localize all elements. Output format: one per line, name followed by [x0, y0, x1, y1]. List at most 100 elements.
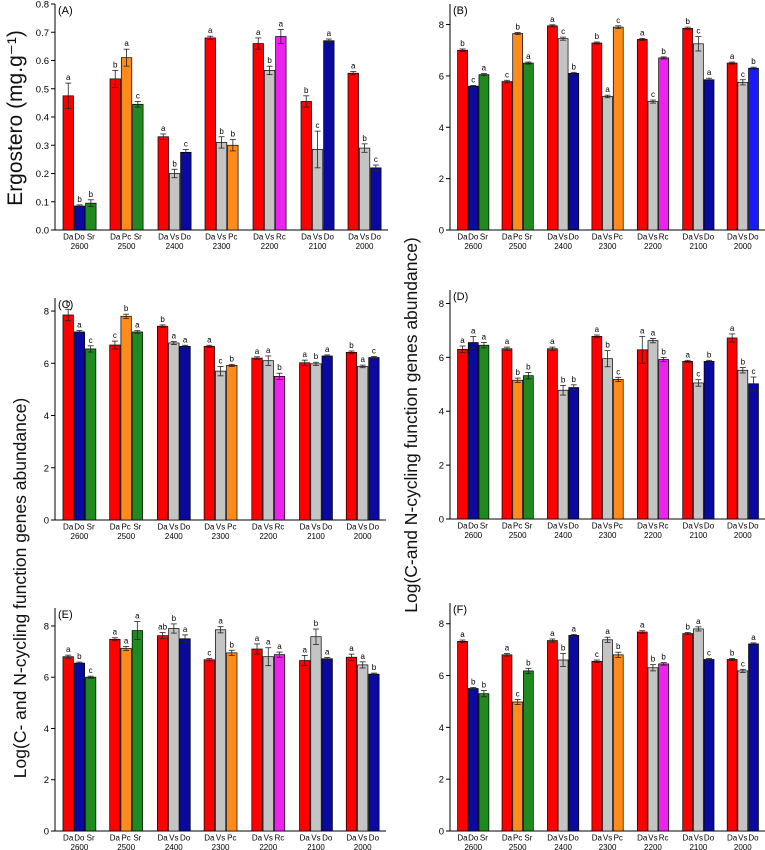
x-tick-label-species: Do: [181, 233, 192, 242]
significance-letter: a: [696, 617, 701, 626]
x-tick-label-elevation: 2400: [166, 242, 184, 251]
x-tick-label-species: Vs: [558, 233, 567, 242]
significance-letter: b: [741, 358, 746, 367]
x-tick-label-elevation: 2300: [212, 843, 230, 850]
x-tick-label-species: Vs: [360, 233, 369, 242]
bar: [478, 74, 490, 231]
bar: [62, 314, 74, 521]
bar: [523, 375, 534, 520]
significance-letter: b: [471, 677, 476, 686]
bar: [73, 205, 86, 231]
y-tick-label: 8: [439, 299, 444, 310]
significance-letter: b: [561, 375, 566, 384]
x-tick-label-species: Do: [569, 834, 580, 843]
y-tick-label: 4: [439, 123, 444, 134]
x-tick-label-species: Do: [369, 834, 380, 843]
bar: [168, 342, 180, 521]
x-tick-label-species: Da: [637, 233, 648, 242]
bar: [157, 635, 169, 832]
bar: [109, 638, 121, 832]
x-tick-label-species: Vs: [264, 523, 273, 532]
significance-letter: b: [77, 652, 82, 661]
significance-letter: a: [550, 15, 555, 24]
bar: [726, 337, 738, 520]
x-tick-label-species: Vs: [313, 233, 322, 242]
x-tick-label-species: Vs: [311, 523, 320, 532]
bar: [62, 656, 74, 832]
bar: [370, 167, 382, 231]
significance-letter: b: [231, 130, 236, 139]
significance-letter: b: [661, 653, 666, 662]
significance-letter: a: [460, 336, 465, 345]
x-tick-label-species: Da: [158, 233, 169, 242]
y-tick-label: 0.1: [36, 197, 49, 208]
x-tick-label-elevation: 2100: [307, 843, 325, 850]
x-tick-label-elevation: 2500: [509, 843, 527, 850]
x-tick-label-elevation: 2400: [554, 531, 572, 540]
bar: [157, 136, 169, 231]
bar: [693, 382, 704, 520]
bar: [478, 693, 490, 832]
x-tick-label-species: Sr: [480, 233, 488, 242]
x-tick-label-species: Da: [110, 523, 121, 532]
bar: [467, 688, 479, 832]
bar: [693, 628, 704, 832]
bar: [612, 26, 624, 231]
significance-letter: a: [161, 124, 166, 133]
y-tick-label: 4: [439, 407, 444, 418]
bar: [591, 42, 603, 231]
x-tick-label-species: Vs: [694, 834, 703, 843]
bar: [358, 147, 371, 231]
bar: [226, 652, 238, 832]
significance-letter: a: [595, 325, 600, 334]
x-tick-label-species: Vs: [738, 233, 747, 242]
x-tick-label-species: Vs: [694, 233, 703, 242]
x-tick-label-species: Da: [592, 522, 603, 531]
y-tick-label: 0: [44, 516, 49, 527]
x-tick-label-species: Da: [204, 834, 215, 843]
significance-letter: a: [255, 347, 260, 356]
bar: [85, 348, 97, 521]
significance-letter: a: [651, 328, 656, 337]
bar: [703, 659, 715, 832]
significance-letter: c: [561, 27, 565, 36]
x-tick-label-species: Vs: [358, 834, 367, 843]
significance-letter: a: [685, 350, 690, 359]
bar: [73, 331, 85, 521]
significance-letter: b: [730, 648, 735, 657]
x-tick-label-species: Da: [252, 523, 263, 532]
x-tick-label-species: Pc: [121, 834, 130, 843]
x-tick-label-species: Da: [727, 233, 738, 242]
significance-letter: c: [113, 331, 117, 340]
significance-letter: a: [360, 652, 365, 661]
significance-letter: a: [751, 633, 756, 642]
bar: [748, 67, 759, 231]
y-axis-label-left: Log(C- and N-cycling function genes abun…: [10, 398, 30, 778]
significance-letter: a: [460, 630, 465, 639]
x-tick-label-species: Do: [468, 834, 479, 843]
significance-letter: a: [303, 645, 308, 654]
chart-panel-b: 02468(B)bDacDoaSr2600cDabPcaSr2500aDacVs…: [439, 4, 765, 251]
significance-letter: b: [230, 640, 235, 649]
x-tick-label-species: Vs: [217, 233, 226, 242]
bar: [602, 358, 613, 520]
bar: [85, 676, 97, 832]
x-tick-label-elevation: 2600: [71, 843, 89, 850]
x-tick-label-elevation: 2000: [356, 242, 374, 251]
y-tick-label: 0.2: [36, 169, 49, 180]
bar: [591, 660, 603, 832]
x-tick-label-species: Da: [547, 233, 558, 242]
x-tick-label-species: Pc: [513, 834, 522, 843]
x-tick-label-elevation: 2400: [165, 532, 183, 541]
bar: [368, 357, 380, 521]
x-tick-label-species: Do: [322, 523, 333, 532]
significance-letter: a: [135, 612, 140, 621]
x-tick-label-species: Sr: [480, 834, 488, 843]
x-tick-label-species: Do: [74, 523, 85, 532]
x-tick-label-species: Da: [253, 233, 264, 242]
significance-letter: c: [696, 27, 700, 36]
significance-letter: a: [605, 627, 610, 636]
bar: [262, 656, 274, 832]
significance-letter: a: [172, 331, 177, 340]
bar: [251, 357, 263, 521]
